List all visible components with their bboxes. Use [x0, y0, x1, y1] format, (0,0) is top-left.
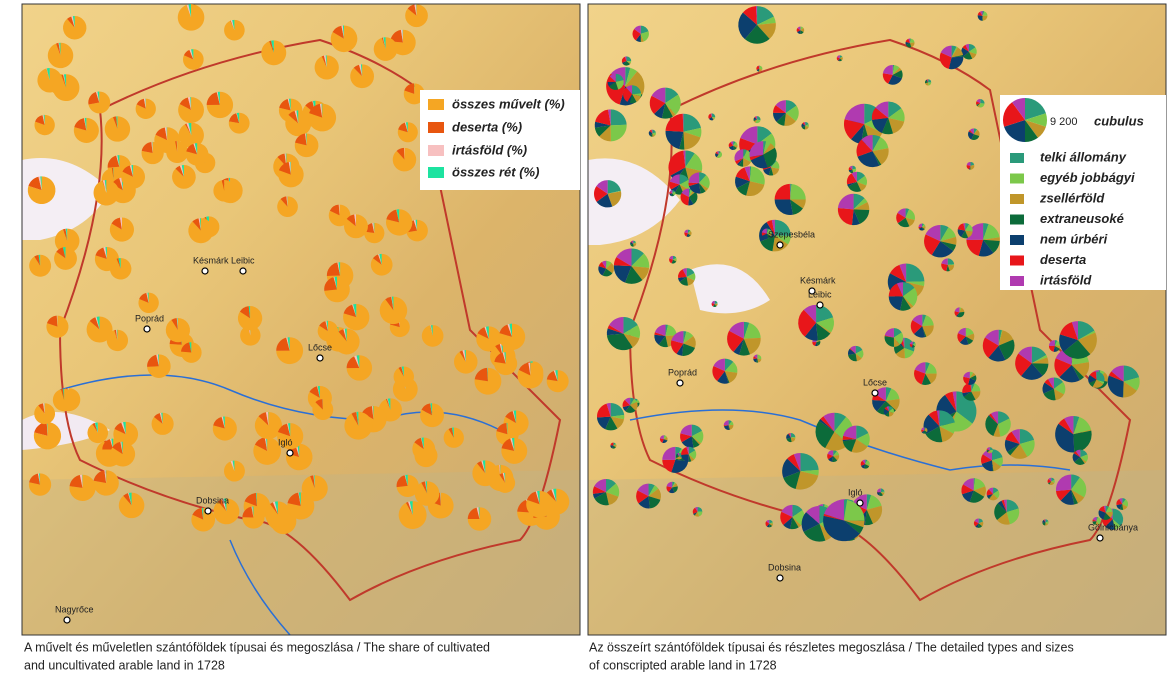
legend-swatch [1010, 174, 1024, 184]
town-label: Nagyrőce [55, 604, 94, 614]
town-dot [872, 390, 878, 396]
legend-label: irtásföld (%) [452, 142, 527, 157]
town-dot [857, 500, 863, 506]
legend-swatch [1010, 194, 1024, 204]
legend-label: deserta [1040, 252, 1086, 267]
legend-swatch [1010, 153, 1024, 163]
legend-label: telki állomány [1040, 149, 1127, 164]
town-dot [677, 380, 683, 386]
legend-label: egyéb jobbágyi [1040, 170, 1135, 185]
caption: of conscripted arable land in 1728 [589, 658, 777, 672]
town-label: Igló [848, 487, 863, 497]
town-dot [777, 575, 783, 581]
town-dot [64, 617, 70, 623]
town-dot [202, 268, 208, 274]
town-label: Szepesbéla [768, 229, 815, 239]
scale-value: 9 200 [1050, 116, 1078, 128]
legend-label: összes rét (%) [452, 164, 539, 179]
town-dot [144, 326, 150, 332]
town-label: Poprád [135, 313, 164, 323]
legend-label: deserta (%) [452, 119, 522, 134]
caption: Az összeírt szántóföldek típusai és rész… [589, 640, 1074, 654]
town-label: Késmárk [193, 255, 229, 265]
pie-slice [472, 460, 498, 486]
town-label: Dobsina [196, 495, 229, 505]
caption: and uncultivated arable land in 1728 [24, 658, 225, 672]
town-dot [1097, 535, 1103, 541]
scale-unit: cubulus [1094, 113, 1144, 128]
town-dot [240, 268, 246, 274]
pie-slice [444, 428, 464, 448]
legend-swatch [1010, 235, 1024, 245]
town-label: Lőcse [863, 377, 887, 387]
legend-label: zsellérföld [1039, 190, 1105, 205]
town-label: Dobsina [768, 562, 801, 572]
legend-swatch [1010, 215, 1024, 225]
town-label: Poprád [668, 367, 697, 377]
left-legend: összes művelt (%) deserta (%) irtásföld … [420, 90, 580, 190]
town-dot [317, 355, 323, 361]
town-label: Késmárk [800, 275, 836, 285]
legend-label: extraneusoké [1040, 211, 1124, 226]
right-legend: 9 200 cubulus telki állomány egyéb jobbág… [1000, 95, 1166, 290]
legend-label: nem úrbéri [1040, 231, 1108, 246]
town-dot [777, 242, 783, 248]
town-label: Leibic [231, 255, 255, 265]
town-label: Lőcse [308, 342, 332, 352]
legend-swatch [1010, 256, 1024, 266]
legend-label: összes művelt (%) [452, 96, 565, 111]
pie-slice [374, 37, 398, 61]
town-label: Leibic [808, 289, 832, 299]
pie-slice [107, 330, 128, 351]
pie-slice [166, 318, 190, 342]
town-label: Igló [278, 437, 293, 447]
town-dot [287, 450, 293, 456]
town-dot [205, 508, 211, 514]
legend-label: irtásföld [1040, 272, 1092, 287]
town-label: Gölnicbánya [1088, 522, 1138, 532]
town-dot [817, 302, 823, 308]
caption: A művelt és műveletlen szántóföldek típu… [24, 640, 490, 654]
legend-swatch [1010, 276, 1024, 286]
pie-slice [178, 4, 205, 31]
